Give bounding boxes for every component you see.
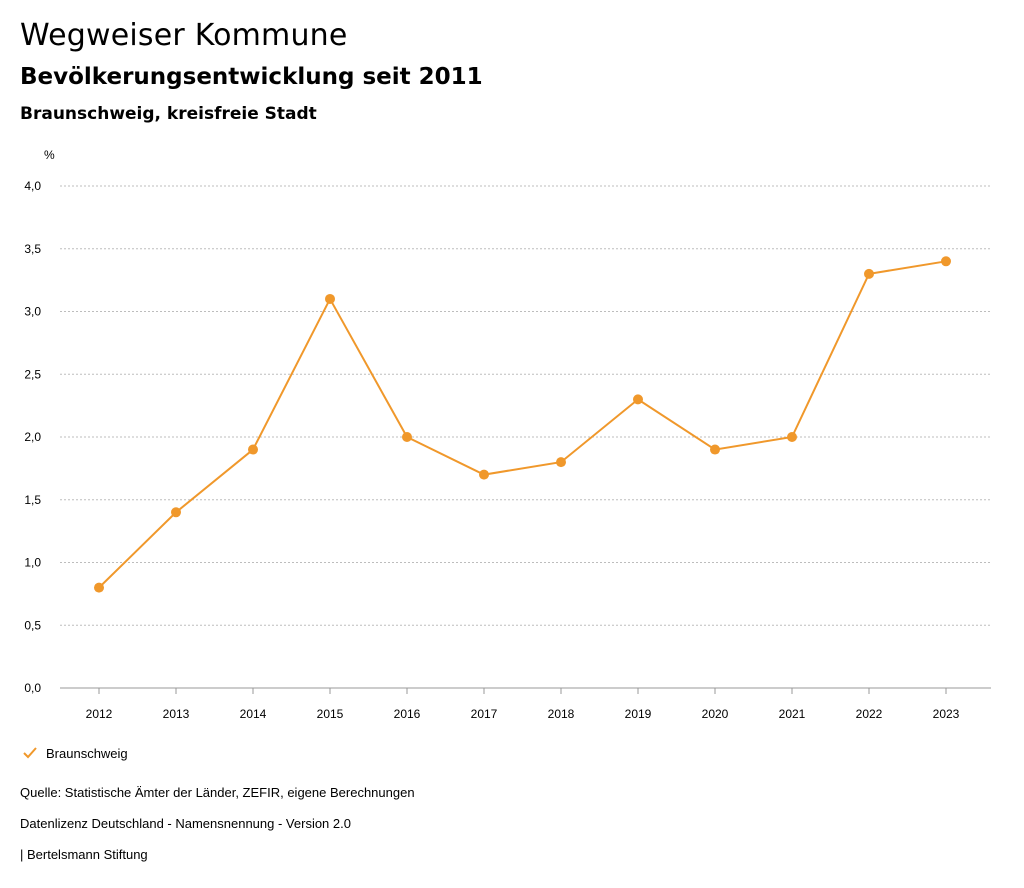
x-tick-label: 2021 — [779, 707, 806, 721]
legend-label: Braunschweig — [46, 745, 128, 761]
x-tick-label: 2016 — [394, 707, 421, 721]
series-line — [98, 260, 947, 589]
y-tick-label: 0,5 — [24, 618, 41, 632]
x-tick-label: 2014 — [240, 707, 267, 721]
data-point[interactable] — [248, 444, 258, 455]
y-tick-label: 3,5 — [24, 242, 41, 256]
x-tick-label: 2020 — [702, 707, 729, 721]
x-tick-label: 2013 — [163, 707, 190, 721]
x-tick-label: 2018 — [548, 707, 575, 721]
x-tick-label: 2023 — [933, 707, 960, 721]
data-point[interactable] — [479, 469, 489, 480]
y-axis-ticks: 0,0 0,5 1,0 1,5 2,0 2,5 3,0 3,5 4,0 — [24, 179, 41, 695]
x-tick-label: 2015 — [317, 707, 344, 721]
x-tick-label: 2017 — [471, 707, 498, 721]
y-tick-label: 4,0 — [24, 179, 41, 193]
y-tick-label: 1,5 — [24, 493, 41, 507]
data-point[interactable] — [864, 268, 874, 279]
x-tick-label: 2012 — [86, 707, 113, 721]
y-tick-label: 0,0 — [24, 681, 41, 695]
data-point[interactable] — [94, 582, 104, 593]
series-braunschweig[interactable] — [94, 256, 951, 593]
region-label: Braunschweig, kreisfreie Stadt — [20, 104, 317, 124]
source-note: Quelle: Statistische Ämter der Länder, Z… — [20, 785, 415, 800]
data-point[interactable] — [633, 394, 643, 405]
y-axis-label: % — [44, 148, 55, 162]
y-tick-label: 2,0 — [24, 430, 41, 444]
data-point[interactable] — [556, 457, 566, 468]
y-tick-label: 3,0 — [24, 305, 41, 319]
data-point[interactable] — [941, 256, 951, 267]
y-tick-label: 2,5 — [24, 367, 41, 381]
data-point[interactable] — [325, 293, 335, 304]
page-title: Wegweiser Kommune — [20, 18, 348, 53]
y-tick-label: 1,0 — [24, 556, 41, 570]
data-point[interactable] — [787, 432, 797, 442]
x-tick-label: 2022 — [856, 707, 883, 721]
data-point[interactable] — [402, 432, 412, 442]
line-chart: 0,0 0,5 1,0 1,5 2,0 2,5 3,0 3,5 4,0 2012 2013 2014… — [24, 148, 991, 721]
organization-note: | Bertelsmann Stiftung — [20, 847, 148, 862]
x-axis-ticks: 2012 2013 2014 2015 2016 2017 2018 2019 2020 2021… — [86, 688, 960, 721]
grid-lines — [60, 185, 991, 689]
legend[interactable]: Braunschweig — [22, 745, 128, 761]
license-note: Datenlizenz Deutschland - Namensnennung … — [20, 816, 351, 831]
checkmark-icon — [23, 747, 37, 759]
data-point[interactable] — [171, 507, 181, 518]
x-tick-label: 2019 — [625, 707, 652, 721]
data-point[interactable] — [710, 444, 720, 455]
chart-subtitle: Bevölkerungsentwicklung seit 2011 — [20, 64, 483, 90]
